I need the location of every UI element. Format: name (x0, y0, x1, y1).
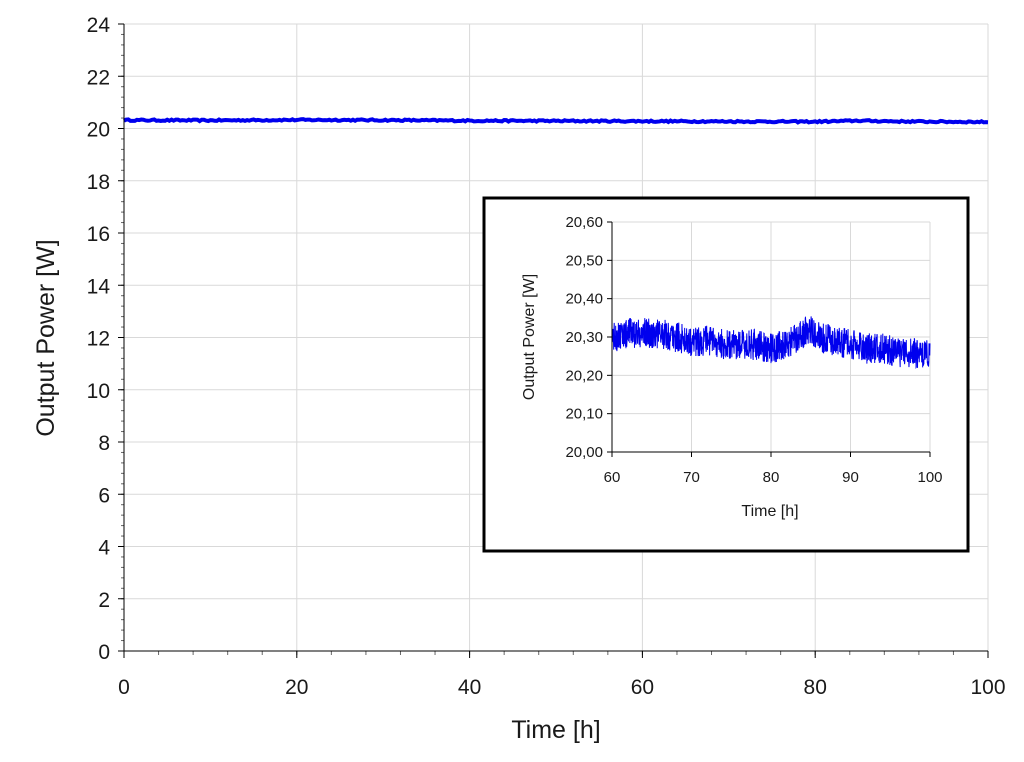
main-y-tick-label: 4 (98, 537, 110, 560)
main-y-tick-label: 10 (87, 380, 110, 403)
main-y-tick-label: 16 (87, 223, 110, 246)
main-x-tick-label: 60 (631, 676, 654, 699)
inset-x-axis-label: Time [h] (741, 503, 798, 520)
inset-frame (482, 196, 970, 553)
main-x-tick-label: 0 (118, 676, 130, 699)
inset-y-tick-label: 20,00 (565, 444, 603, 461)
main-y-tick-label: 20 (87, 119, 110, 142)
main-y-tick-label: 22 (87, 66, 110, 89)
main-series-group (123, 117, 989, 125)
inset-x-tick-label: 90 (842, 469, 859, 486)
inset-y-tick-label: 20,10 (565, 406, 603, 423)
inset-y-tick-label: 20,60 (565, 214, 603, 231)
inset-y-axis-label: Output Power [W] (521, 274, 538, 400)
main-y-tick-label: 2 (98, 589, 110, 612)
inset-x-tick-label: 70 (683, 469, 700, 486)
main-y-tick-label: 18 (87, 171, 110, 194)
inset-y-tick-label: 20,40 (565, 291, 603, 308)
main-y-tick-label: 24 (87, 14, 111, 37)
main-y-tick-label: 6 (98, 484, 110, 507)
inset-x-tick-labels: 60 70 80 90 100 (604, 452, 943, 486)
inset-x-tick-label: 100 (917, 469, 942, 486)
main-y-tick-label: 8 (98, 432, 110, 455)
main-x-tick-labels: 0 20 40 60 80 100 (118, 651, 1006, 699)
inset-x-tick-label: 60 (604, 469, 621, 486)
main-x-tick-label: 80 (804, 676, 827, 699)
main-y-tick-label: 0 (98, 641, 110, 664)
main-y-axis-label: Output Power [W] (32, 239, 60, 436)
main-y-tick-label: 14 (87, 275, 111, 298)
inset-series-group (611, 316, 931, 369)
inset-y-tick-label: 20,50 (565, 252, 603, 269)
main-x-tick-label: 40 (458, 676, 481, 699)
main-x-tick-label: 100 (970, 676, 1005, 699)
inset-y-tick-label: 20,20 (565, 367, 603, 384)
main-series-line (123, 117, 989, 125)
inset-panel: 20,00 20,10 20,20 20,30 20,40 20,50 20,60 60 70… (482, 196, 970, 553)
inset-y-tick-label: 20,30 (565, 329, 603, 346)
main-x-tick-label: 20 (285, 676, 308, 699)
inset-series-line (611, 316, 931, 369)
inset-x-tick-label: 80 (763, 469, 780, 486)
main-x-axis-label: Time [h] (511, 716, 600, 744)
inset-y-tick-labels: 20,00 20,10 20,20 20,30 20,40 20,50 20,60 (565, 214, 612, 461)
main-y-tick-label: 12 (87, 328, 110, 351)
